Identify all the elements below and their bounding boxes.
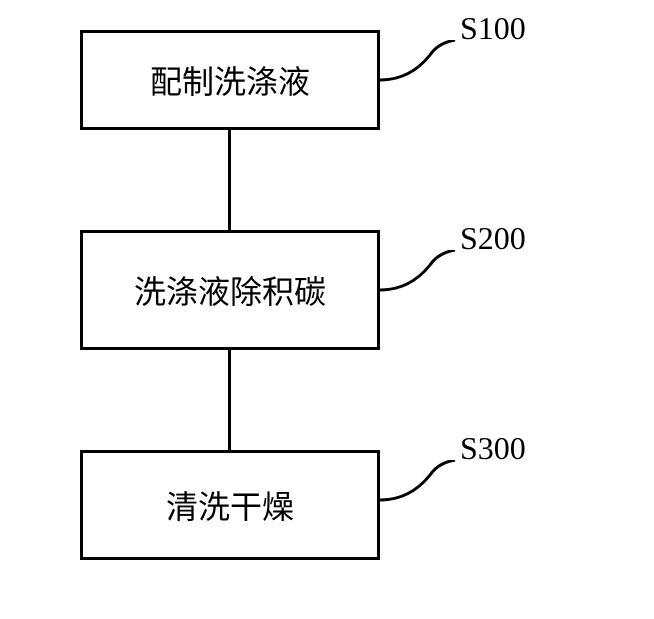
step-label-3: S300 — [460, 430, 526, 467]
label-1-text: S100 — [460, 10, 526, 46]
connector-1-2 — [228, 130, 231, 230]
label-2-text: S200 — [460, 220, 526, 256]
label-curve-3 — [380, 460, 460, 510]
step-label-2: S200 — [460, 220, 526, 257]
label-curve-1 — [380, 40, 460, 90]
connector-2-3 — [228, 350, 231, 450]
node-3-text: 清洗干燥 — [166, 482, 294, 528]
label-3-text: S300 — [460, 430, 526, 466]
flowchart-node-1: 配制洗涤液 — [80, 30, 380, 130]
node-2-text: 洗涤液除积碳 — [134, 267, 326, 313]
label-curve-2 — [380, 250, 460, 300]
step-label-1: S100 — [460, 10, 526, 47]
flowchart-node-3: 清洗干燥 — [80, 450, 380, 560]
flowchart-node-2: 洗涤液除积碳 — [80, 230, 380, 350]
node-1-text: 配制洗涤液 — [150, 57, 310, 103]
